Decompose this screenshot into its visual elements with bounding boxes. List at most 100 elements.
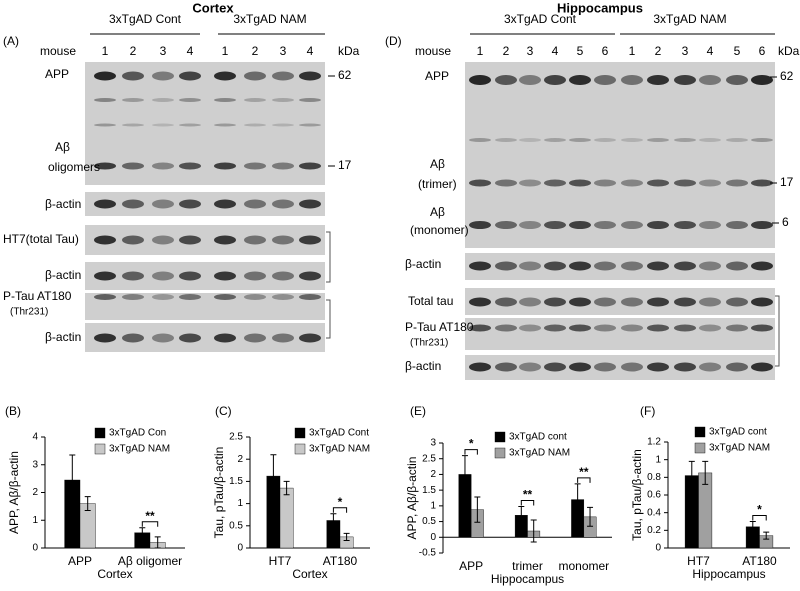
band [122,199,144,209]
band [699,297,721,307]
band [647,297,669,307]
lane-label: 6 [759,44,766,58]
band [469,138,491,142]
band [495,179,517,187]
band [495,362,517,372]
error-bar [461,455,468,494]
band [569,362,591,372]
x-tick-label: AT180 [742,554,777,568]
row-label: P-Tau AT180 [405,320,474,334]
band [122,235,144,245]
band [751,138,773,142]
band [647,324,669,332]
band [495,261,517,271]
band [647,362,669,372]
legend-label: 3xTgAD NAM [109,444,170,455]
band [94,71,116,81]
y-tick-label: 4 [32,432,38,443]
row-label: β-actin [405,359,441,373]
band [699,75,721,85]
row-label: (Thr231) [410,338,448,349]
band [94,98,116,102]
band [569,297,591,307]
group-label: 3xTgAD Cont [504,12,577,26]
band [272,98,294,102]
band [751,75,773,85]
band [122,71,144,81]
band [674,324,696,332]
y-tick-label: 0.2 [647,525,661,536]
band [751,324,773,332]
band [699,179,721,187]
band [272,294,294,300]
significance-label: ** [579,465,589,479]
row-label: P-Tau AT180 [3,289,72,303]
band [152,98,174,102]
band [621,138,643,142]
band [495,324,517,332]
row-label: Aβ [430,205,445,219]
row-label: (monomer) [410,223,469,237]
y-tick-label: 1 [237,498,243,509]
y-tick-label: 2 [32,487,38,498]
lane-label: 4 [552,44,559,58]
error-bar [283,480,290,496]
band [469,362,491,372]
legend-swatch [694,426,706,438]
legend-swatch [494,431,506,443]
error-bar [330,513,337,528]
y-tick-label: 0 [655,543,661,554]
band [179,123,201,127]
error-bar [518,505,525,525]
band [726,138,748,142]
band [244,235,266,245]
band [122,271,144,281]
band [152,199,174,209]
band [726,221,748,229]
x-axis-label: Hippocampus [491,572,564,586]
row-label: β-actin [45,330,81,344]
band [214,235,236,245]
band [272,199,294,209]
marker-label: 62 [780,69,794,83]
band [699,261,721,271]
band [272,71,294,81]
bar [279,487,294,549]
y-axis-label: Tau, pTau/β-actin [630,449,644,541]
legend-label: 3xTgAD Con [109,428,166,439]
band [544,324,566,332]
band [519,179,541,187]
band [122,98,144,102]
band [519,138,541,142]
band [621,261,643,271]
error-bar [69,454,76,506]
significance-bracket [464,449,478,455]
error-bar [139,527,146,539]
band [621,362,643,372]
y-tick-label: 3 [430,438,436,449]
x-tick-label: HT7 [687,554,710,568]
y-tick-label: 1 [655,454,661,465]
band [699,138,721,142]
lane-header: mouse [415,44,451,58]
band [179,199,201,209]
band [647,179,669,187]
group-label: 3xTgAD NAM [233,12,306,26]
lane-label: 6 [602,44,609,58]
blot [85,293,325,320]
error-bar [530,519,537,543]
band [674,179,696,187]
band [751,261,773,271]
significance-label: ** [145,509,155,523]
band [726,75,748,85]
y-axis-label: APP, Aβ/β-actin [405,457,419,540]
band [299,162,321,170]
band [214,199,236,209]
error-bar [154,536,161,549]
band [674,221,696,229]
band [751,297,773,307]
band [594,179,616,187]
marker-label: 17 [338,158,352,172]
band [272,123,294,127]
